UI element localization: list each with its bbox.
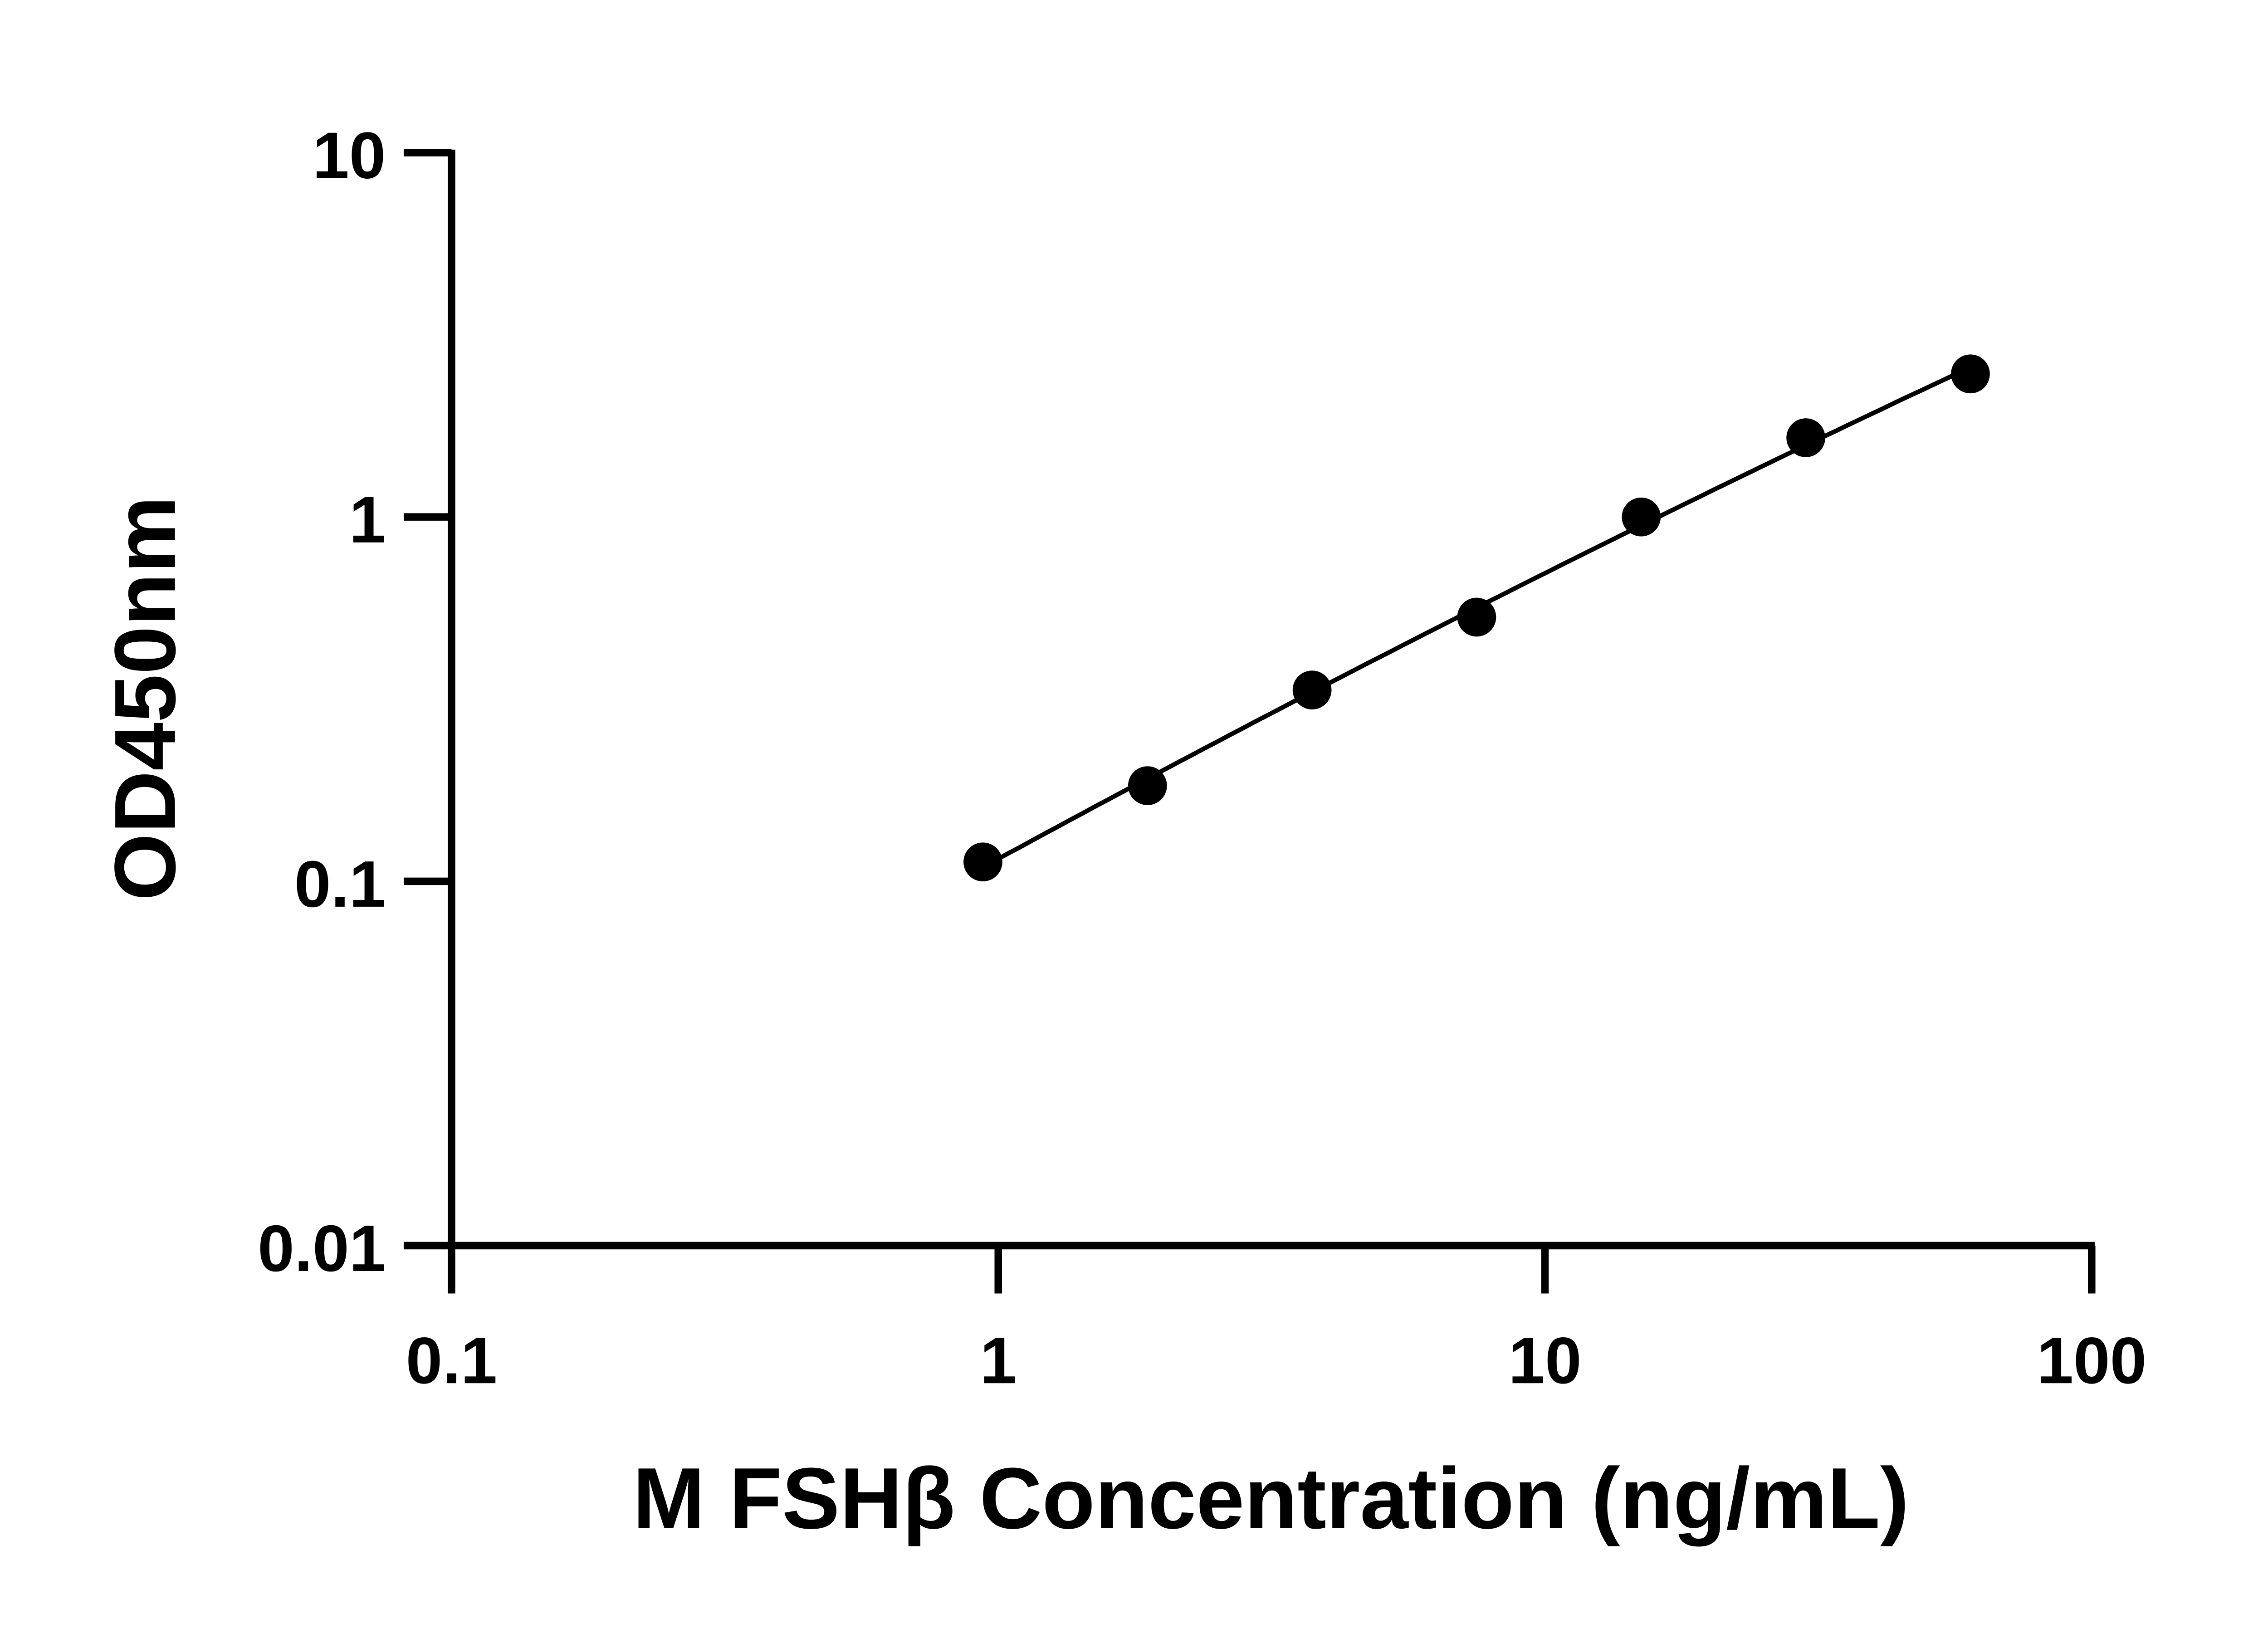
data-point xyxy=(1457,597,1496,637)
axes xyxy=(448,149,2095,1250)
y-tick-label: 0.1 xyxy=(294,847,386,921)
data-point xyxy=(1786,418,1825,457)
y-tick-label: 10 xyxy=(313,119,386,192)
data-point xyxy=(963,842,1002,882)
data-point xyxy=(1951,354,1990,394)
y-tick-label: 1 xyxy=(349,483,386,557)
data-point xyxy=(1292,670,1332,709)
y-tick-label: 0.01 xyxy=(258,1212,386,1285)
y-axis-title: OD450nm xyxy=(97,496,194,900)
data-point xyxy=(1622,497,1661,537)
x-tick-label: 0.1 xyxy=(406,1324,498,1397)
x-tick-label: 1 xyxy=(980,1324,1017,1397)
data-point xyxy=(1128,766,1167,805)
x-axis-title: M FSHβ Concentration (ng/mL) xyxy=(633,1450,1909,1547)
x-tick-label: 10 xyxy=(1508,1324,1581,1397)
x-tick-label: 100 xyxy=(2037,1324,2146,1397)
